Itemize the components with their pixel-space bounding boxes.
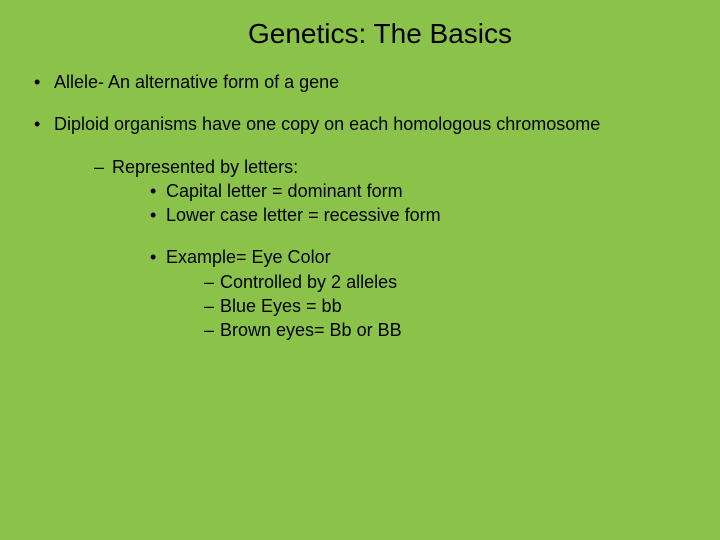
bullet-text: Represented by letters: [112,157,298,177]
sub-sub-sub-bullet-list: Controlled by 2 alleles Blue Eyes = bb B… [166,270,692,343]
sub-sub-bullet-item: Capital letter = dominant form [148,179,692,203]
slide-title: Genetics: The Basics [28,18,692,50]
sub-sub-bullet-item: Example= Eye Color Controlled by 2 allel… [148,245,692,342]
sub-sub-sub-bullet-item: Controlled by 2 alleles [202,270,692,294]
bullet-list: Allele- An alternative form of a gene Di… [28,70,692,343]
bullet-text: Diploid organisms have one copy on each … [54,114,600,134]
sub-sub-bullet-item: Lower case letter = recessive form [148,203,692,227]
bullet-item: Diploid organisms have one copy on each … [28,112,692,342]
sub-bullet-list: Represented by letters: Capital letter =… [54,155,692,343]
sub-sub-bullet-list: Capital letter = dominant form Lower cas… [112,179,692,228]
sub-bullet-item: Represented by letters: Capital letter =… [90,155,692,343]
sub-sub-bullet-list: Example= Eye Color Controlled by 2 allel… [112,245,692,342]
sub-sub-sub-bullet-item: Blue Eyes = bb [202,294,692,318]
bullet-text: Lower case letter = recessive form [166,205,441,225]
bullet-text: Capital letter = dominant form [166,181,403,201]
bullet-text: Blue Eyes = bb [220,296,342,316]
bullet-text: Controlled by 2 alleles [220,272,397,292]
bullet-text: Brown eyes= Bb or BB [220,320,402,340]
sub-sub-sub-bullet-item: Brown eyes= Bb or BB [202,318,692,342]
bullet-text: Example= Eye Color [166,247,331,267]
bullet-text: Allele- An alternative form of a gene [54,72,339,92]
slide: Genetics: The Basics Allele- An alternat… [0,0,720,540]
bullet-item: Allele- An alternative form of a gene [28,70,692,94]
